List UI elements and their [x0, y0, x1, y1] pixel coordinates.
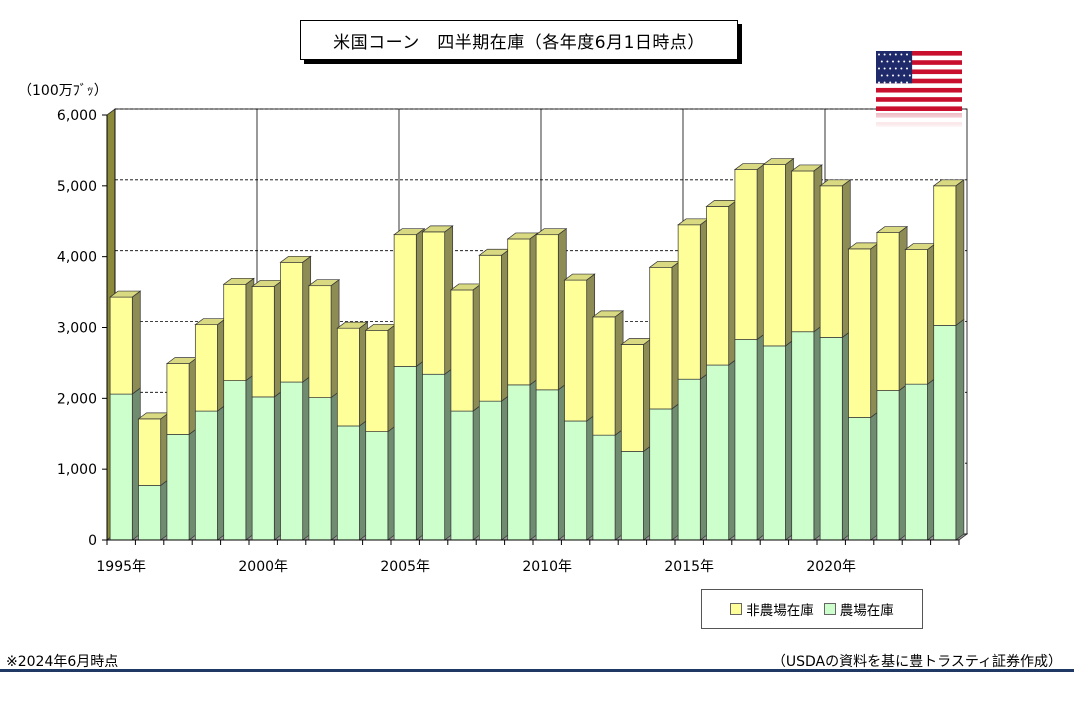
bar-non-farm	[932, 179, 965, 327]
bar-non-farm	[648, 260, 681, 410]
legend-swatch-non-farm	[730, 603, 743, 615]
bar-farm	[393, 359, 425, 541]
x-axis-tick-labels: 1995年 2000年 2005年 2010年 2015年 2020年	[96, 559, 856, 575]
bar-non-farm	[478, 248, 511, 402]
bar-non-farm	[307, 279, 341, 399]
bar-non-farm	[421, 225, 454, 375]
source-note: （USDAの資料を基に豊トラスティ証券作成）	[771, 654, 1062, 670]
legend-label-farm: 農場在庫	[839, 603, 894, 619]
bar-non-farm	[336, 321, 369, 427]
bar-non-farm	[364, 323, 397, 433]
bar-non-farm	[705, 199, 738, 366]
bar-farm	[166, 427, 198, 541]
bar-farm	[620, 444, 652, 541]
chart-title: 米国コーン 四半期在庫（各年度6月1日時点）	[300, 20, 738, 60]
chart-legend: 非農場在庫 農場在庫	[701, 589, 923, 629]
bar-farm	[592, 428, 624, 541]
bar-farm	[138, 478, 170, 541]
bar-non-farm	[591, 310, 625, 436]
x-tick-label: 2010年	[522, 559, 572, 575]
bar-farm	[848, 410, 880, 541]
y-axis-unit-label: （100万ﾌﾞｯ）	[18, 83, 108, 99]
us-flag-icon	[876, 51, 962, 129]
y-tick-label: 3,000	[57, 321, 97, 337]
bar-non-farm	[904, 242, 937, 385]
bar-non-farm	[222, 277, 255, 382]
bar-non-farm	[677, 218, 710, 380]
legend-item-farm: 農場在庫	[823, 599, 894, 619]
bar-non-farm	[109, 290, 142, 395]
bar-non-farm	[393, 228, 426, 368]
x-tick-label: 2015年	[664, 559, 714, 575]
y-axis-tick-labels: 0 1,000 2,000 3,000 4,000 5,000 6,000	[57, 108, 97, 549]
legend-swatch-farm	[823, 603, 836, 615]
bar-non-farm	[819, 179, 852, 339]
bar-non-farm	[449, 283, 483, 412]
bar-farm	[762, 339, 794, 541]
bar-farm	[876, 383, 908, 541]
bar-non-farm	[733, 162, 767, 341]
bar-non-farm	[279, 255, 312, 383]
bar-layer	[109, 157, 965, 541]
y-tick-label: 1,000	[57, 462, 97, 478]
y-tick-label: 0	[88, 533, 97, 549]
bar-farm	[365, 424, 397, 541]
bar-non-farm	[165, 356, 199, 436]
bar-farm	[535, 383, 567, 541]
bar-farm	[194, 404, 226, 541]
bar-non-farm	[535, 228, 568, 391]
bar-non-farm	[563, 273, 596, 422]
bar-non-farm	[137, 412, 170, 487]
bar-farm	[280, 375, 312, 541]
bar-farm	[308, 390, 340, 541]
bar-farm	[819, 330, 851, 541]
bar-non-farm	[620, 337, 653, 453]
bar-farm	[223, 373, 255, 541]
bar-farm	[450, 404, 482, 541]
bar-non-farm	[847, 242, 880, 419]
bar-non-farm	[790, 164, 823, 333]
y-tick-label: 2,000	[57, 391, 97, 407]
bar-farm	[933, 318, 965, 541]
bar-farm	[649, 402, 681, 541]
bottom-divider	[0, 669, 1074, 672]
bar-farm	[904, 377, 936, 541]
y-tick-label: 6,000	[57, 108, 97, 124]
legend-label-non-farm: 非農場在庫	[746, 603, 814, 619]
legend-item-non-farm: 非農場在庫	[730, 599, 814, 619]
axes	[102, 114, 960, 545]
x-tick-label: 2000年	[238, 559, 288, 575]
bar-farm	[791, 325, 823, 541]
y-tick-label: 4,000	[57, 250, 97, 266]
bar-non-farm	[251, 279, 284, 398]
bar-farm	[734, 332, 766, 541]
bar-farm	[507, 378, 539, 541]
bar-farm	[336, 419, 368, 541]
bar-non-farm	[875, 225, 909, 392]
bar-non-farm	[194, 317, 227, 412]
date-note: ※2024年6月時点	[6, 654, 119, 670]
bar-non-farm	[762, 157, 795, 347]
bar-farm	[478, 394, 510, 541]
bar-non-farm	[506, 232, 539, 386]
y-tick-label: 5,000	[57, 179, 97, 195]
bar-farm	[422, 367, 454, 541]
bar-farm	[251, 390, 283, 541]
bar-farm	[109, 387, 141, 541]
bar-farm	[564, 414, 596, 541]
bar-farm	[706, 358, 738, 541]
x-tick-label: 1995年	[96, 559, 146, 575]
x-tick-label: 2005年	[380, 559, 430, 575]
bar-farm	[677, 372, 709, 541]
x-tick-label: 2020年	[806, 559, 856, 575]
